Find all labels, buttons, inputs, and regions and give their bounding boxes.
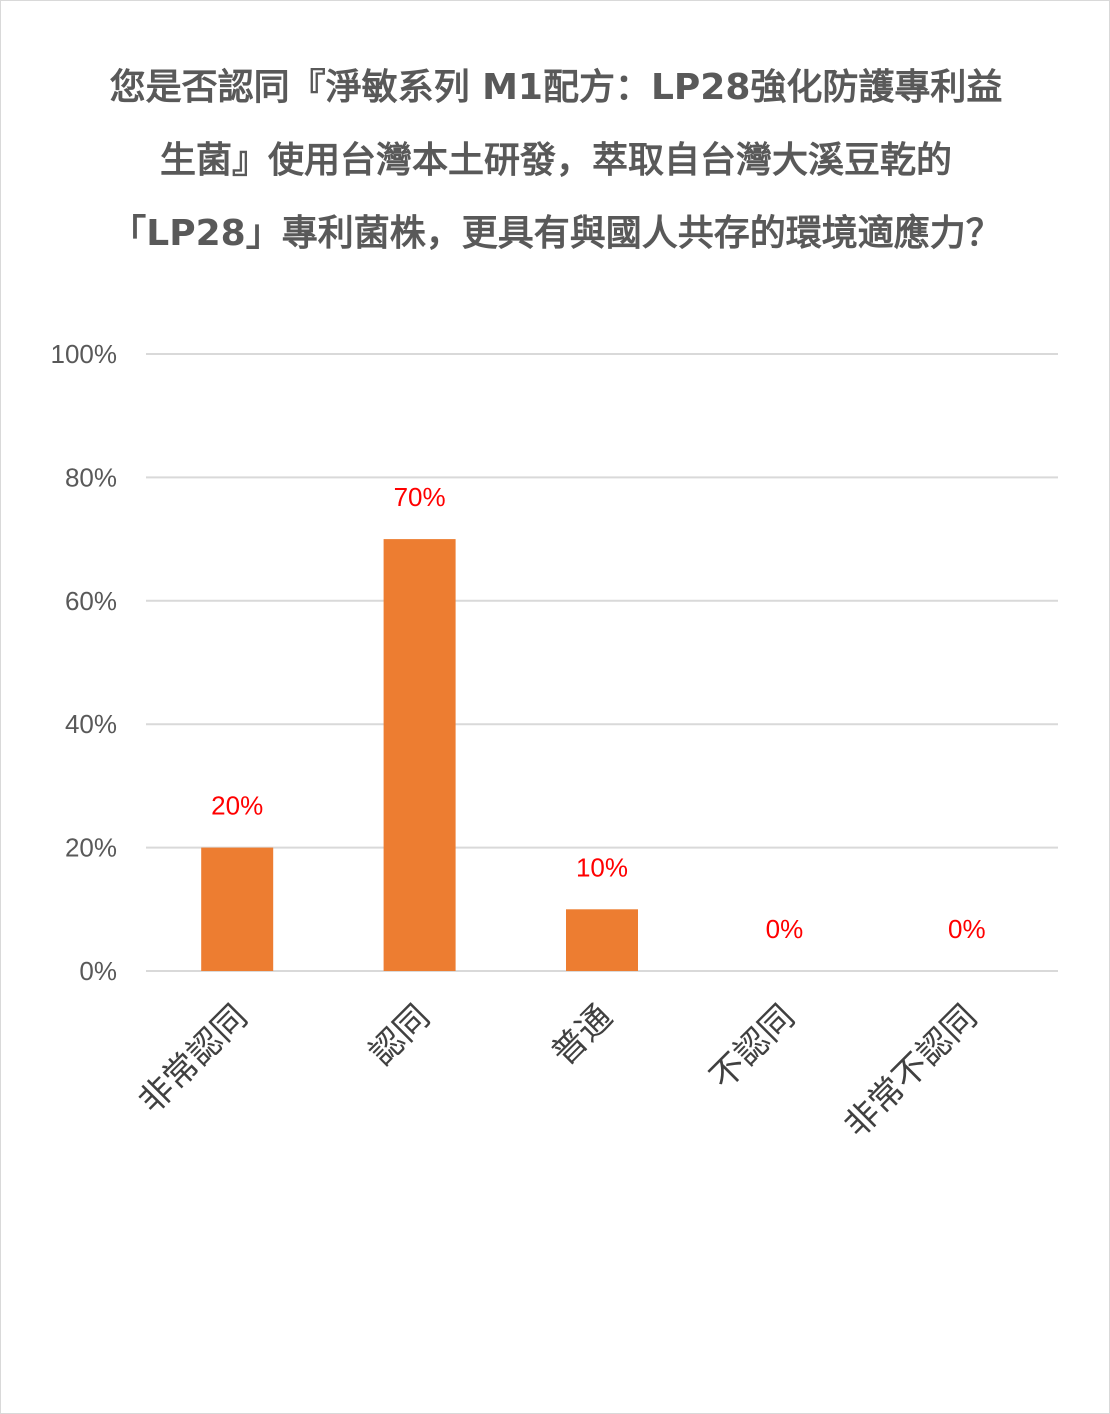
data-label: 0% (766, 914, 804, 944)
gridlines (146, 353, 1058, 972)
y-tick-label: 20% (65, 833, 117, 863)
y-tick-label: 0% (79, 956, 117, 986)
y-tick-label: 80% (65, 462, 117, 492)
data-label: 0% (948, 914, 986, 944)
y-tick-label: 60% (65, 586, 117, 616)
data-labels: 20% 70% 10% 0% 0% (211, 482, 985, 944)
y-tick-label: 40% (65, 709, 117, 739)
data-label: 10% (576, 852, 628, 882)
x-category-label: 不認同 (702, 997, 802, 1097)
y-axis-ticks: 0% 20% 40% 60% 80% 100% (51, 339, 118, 986)
x-axis-categories: 非常認同 認同 普通 不認同 非常不認同 (131, 997, 985, 1145)
bar (201, 847, 274, 971)
x-category-label: 普通 (544, 997, 620, 1073)
x-category-label: 非常不認同 (837, 997, 985, 1145)
bars (201, 539, 638, 971)
bar (566, 909, 638, 971)
bar (383, 539, 456, 971)
x-category-label: 非常認同 (131, 997, 255, 1121)
y-tick-label: 100% (51, 339, 118, 369)
data-label: 20% (211, 791, 263, 821)
data-label: 70% (394, 482, 446, 512)
chart-title: 您是否認同『淨敏系列 M1配方：LP28強化防護專利益生菌』使用台灣本土研發，萃… (109, 67, 1003, 254)
x-category-label: 認同 (362, 997, 438, 1073)
